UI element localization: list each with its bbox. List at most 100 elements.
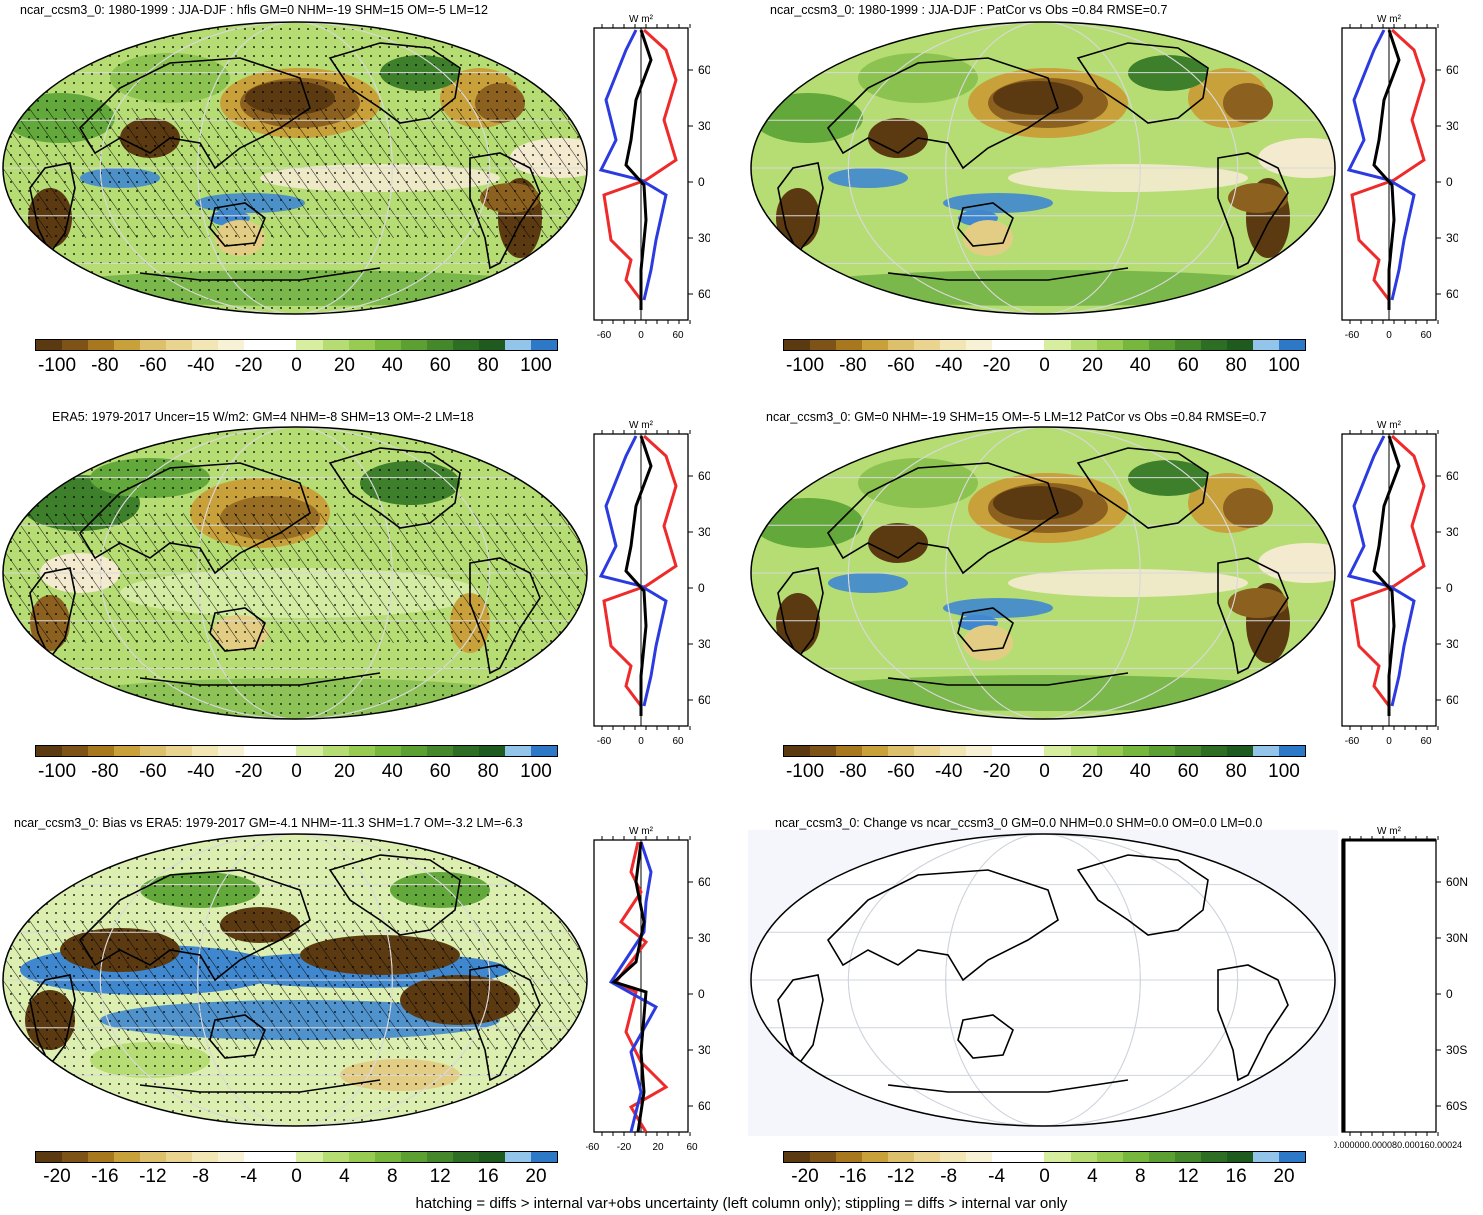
colorbar-tick-label: -16 (839, 1166, 867, 1187)
zonal-lat-label: 60N (698, 875, 710, 889)
colorbar-tick-label: 4 (1087, 1166, 1098, 1187)
zonal-x-label: 60 (686, 1142, 698, 1153)
colorbar-swatch (992, 746, 1019, 756)
panel-title: ncar_ccsm3_0: Bias vs ERA5: 1979-2017 GM… (14, 816, 523, 830)
colorbar-tick-label: -80 (839, 355, 867, 376)
colorbar-swatch (192, 340, 219, 350)
colorbar-swatch (1018, 1152, 1045, 1162)
colorbar-swatch (166, 746, 193, 756)
colorbar-tick-label: -60 (887, 355, 915, 376)
colorbar-tick-label: -4 (240, 1166, 258, 1187)
colorbar-swatch (452, 746, 479, 756)
colorbar-tick-label: 20 (1081, 761, 1103, 782)
colorbar-swatch (1070, 1152, 1097, 1162)
zonal-lat-label: 30N (1446, 119, 1458, 133)
colorbar-swatch (992, 340, 1019, 350)
colorbar-tick-label: -20 (791, 1166, 819, 1187)
colorbar-labels: -100 -80 -60 -40 -20 0 20 40 60 80 100 (783, 761, 1306, 787)
colorbar-swatch (940, 340, 967, 350)
world-map (750, 426, 1336, 720)
field-blob (993, 81, 1083, 115)
colorbar-tick-label: 40 (1129, 355, 1151, 376)
colorbar-swatch (888, 1152, 915, 1162)
colorbar-swatch (530, 746, 557, 756)
colorbar-swatch (296, 340, 323, 350)
zonal-mean-plot: W m² 60N 30N 0 30S 60S -60 0 60 (1341, 420, 1458, 747)
zonal-curve-red (602, 28, 678, 301)
zonal-x-label: -20 (617, 1142, 632, 1153)
zonal-x-label: -60 (1345, 330, 1360, 341)
world-map (2, 426, 588, 720)
colorbar-swatch (836, 1152, 863, 1162)
colorbar-swatch (1096, 746, 1123, 756)
colorbar-swatch (322, 340, 349, 350)
colorbar-tick-label: 20 (1273, 1166, 1295, 1187)
colorbar-swatch (1044, 1152, 1071, 1162)
colorbar-swatch (1096, 1152, 1123, 1162)
world-map (2, 833, 588, 1127)
colorbar-swatch (1278, 746, 1305, 756)
zonal-curve-red (1350, 434, 1426, 707)
colorbar-swatch (504, 1152, 531, 1162)
zonal-lat-label: 60S (1446, 693, 1458, 707)
colorbar-swatch (1252, 340, 1279, 350)
colorbar-swatch (1200, 340, 1227, 350)
colorbar-tick-label: -60 (139, 761, 167, 782)
colorbar-tick-label: -12 (139, 1166, 167, 1187)
zonal-curve-blue (1346, 435, 1416, 707)
world-map (2, 21, 588, 315)
colorbar-swatch (140, 340, 167, 350)
zonal-x-label: -60 (597, 736, 612, 747)
colorbar-tick-label: -20 (43, 1166, 71, 1187)
colorbar-tick-label: 60 (1177, 355, 1199, 376)
colorbar-swatch (218, 1152, 245, 1162)
colorbar-swatch (88, 746, 115, 756)
colorbar-tick-label: 0 (291, 761, 302, 782)
zonal-lat-label: 60S (698, 287, 710, 301)
zonal-curve-black (611, 841, 648, 1133)
zonal-lat-label: 30N (698, 931, 710, 945)
colorbar-swatch (296, 746, 323, 756)
coastlines (777, 447, 1289, 686)
field-blob (1008, 569, 1248, 597)
colorbar-swatch (1070, 340, 1097, 350)
colorbar-tick-label: -80 (91, 761, 119, 782)
coastlines (29, 42, 541, 281)
colorbar-swatch (166, 1152, 193, 1162)
colorbar-tick-label: 80 (477, 761, 499, 782)
colorbar-swatch (348, 1152, 375, 1162)
zonal-lat-label: 30N (698, 525, 710, 539)
colorbar-swatch (244, 746, 271, 756)
zonal-curve-blue (1346, 29, 1416, 301)
colorbar-swatch (862, 340, 889, 350)
zonal-mean-plot: W m² 60N 30N 0 30S 60S -60 0 60 (593, 14, 710, 341)
colorbar-tick-label: 60 (429, 761, 451, 782)
colorbar-tick-label: 0 (1039, 761, 1050, 782)
zonal-mean-plot: W m² 60N 30N 0 30S 60S -60 0 60 (1341, 14, 1458, 341)
zonal-lat-label: 60N (1446, 875, 1468, 889)
colorbar-tick-label: -4 (988, 1166, 1006, 1187)
colorbar-swatch (784, 1152, 811, 1162)
colorbar-swatch (1226, 746, 1253, 756)
colorbar-swatch (114, 746, 141, 756)
colorbar-tick-label: 80 (1225, 761, 1247, 782)
colorbar (35, 339, 558, 351)
panel-title: ERA5: 1979-2017 Uncer=15 W/m2: GM=4 NHM=… (52, 410, 474, 424)
field-blob (753, 498, 863, 548)
zonal-units: W m² (1377, 14, 1402, 25)
colorbar-swatch (1226, 340, 1253, 350)
colorbar-swatch (218, 746, 245, 756)
zonal-units: W m² (629, 826, 654, 837)
colorbar-swatch (810, 1152, 837, 1162)
colorbar-swatch (530, 1152, 557, 1162)
field-blob (828, 168, 908, 188)
colorbar-tick-label: -60 (887, 761, 915, 782)
colorbar-swatch (992, 1152, 1019, 1162)
colorbar-swatch (114, 1152, 141, 1162)
colorbar-labels: -100 -80 -60 -40 -20 0 20 40 60 80 100 (35, 761, 558, 787)
colorbar-swatch (322, 1152, 349, 1162)
colorbar-swatch (426, 340, 453, 350)
colorbar-swatch (426, 1152, 453, 1162)
colorbar-labels: -20 -16 -12 -8 -4 0 4 8 12 16 20 (35, 1166, 558, 1192)
colorbar-swatch (504, 340, 531, 350)
